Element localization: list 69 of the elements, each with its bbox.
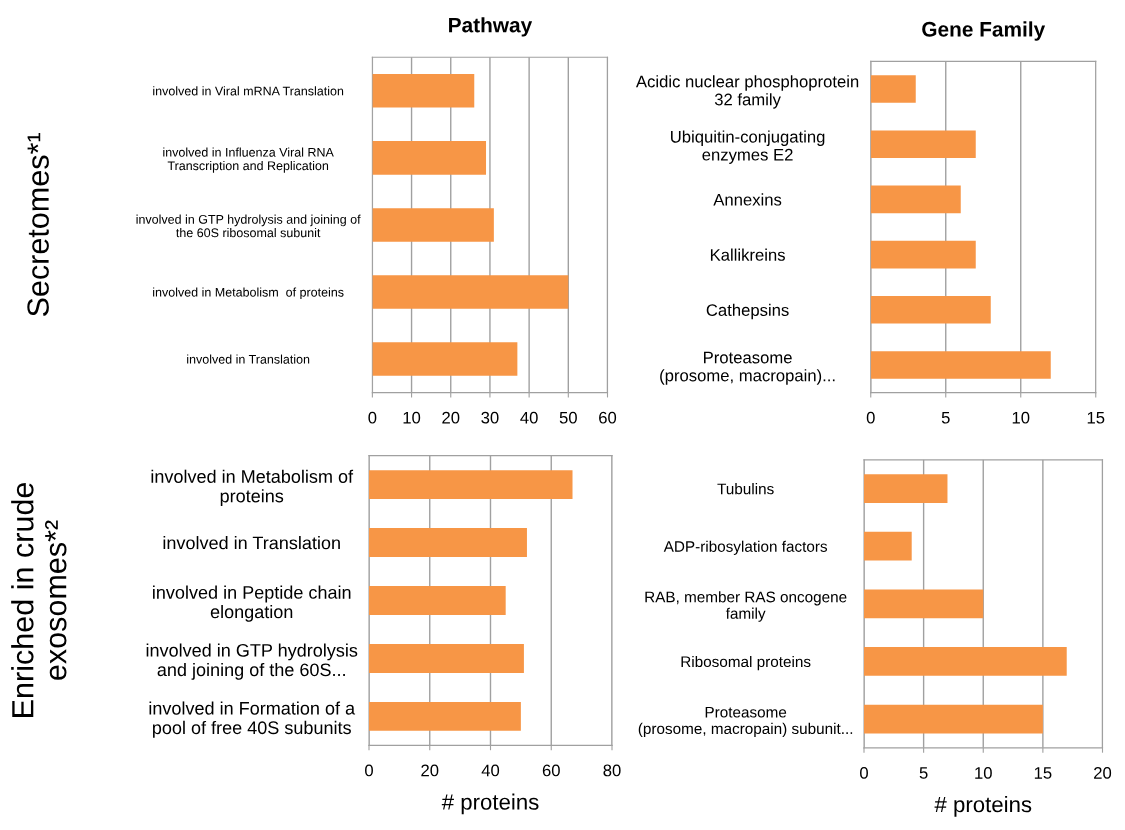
x-tick-label: 5 xyxy=(919,767,928,779)
y-axis-title: Enriched in crude exosomes*² xyxy=(11,482,67,717)
bar xyxy=(864,647,1067,676)
x-tick-label: 80 xyxy=(603,764,621,777)
y-tick-label: Proteasome (prosome, macropain) subunit... xyxy=(638,706,853,738)
y-tick-label: involved in Viral mRNA Translation xyxy=(153,86,344,96)
bar xyxy=(870,240,976,269)
x-tick-label: 0 xyxy=(368,411,377,424)
bar xyxy=(369,470,573,500)
bar xyxy=(372,141,487,175)
y-tick-label: Annexins xyxy=(713,193,782,206)
y-tick-label: Tubulins xyxy=(717,483,774,495)
bar xyxy=(372,342,518,376)
x-tick-label: 10 xyxy=(975,767,992,779)
x-tick-label: 0 xyxy=(860,767,868,779)
x-tick-label: 20 xyxy=(421,764,439,777)
bar xyxy=(864,474,948,504)
y-tick-label: Cathepsins xyxy=(706,303,789,320)
y-tick-label: ADP-ribosylation factors xyxy=(663,540,828,555)
y-tick-label: Ribosomal proteins xyxy=(681,655,811,671)
bar xyxy=(870,75,916,103)
x-axis-title: # proteins xyxy=(934,796,1032,817)
bar xyxy=(369,528,527,558)
bar xyxy=(372,208,494,242)
bar xyxy=(369,643,524,673)
bar xyxy=(864,531,912,561)
y-tick-label: involved in Influenza Viral RNA Transcription and Replication xyxy=(163,147,334,173)
bar xyxy=(372,74,475,108)
bar xyxy=(870,185,961,214)
bar xyxy=(864,589,984,619)
bar xyxy=(870,130,976,159)
x-tick-label: 10 xyxy=(403,411,421,424)
y-tick-label: involved in Formation of a pool of free 40S subunits xyxy=(149,701,356,738)
y-tick-label: Ubiquitin-conjugating enzymes E2 xyxy=(671,130,825,164)
x-tick-label: 0 xyxy=(866,411,875,424)
x-tick-label: 20 xyxy=(442,411,460,424)
chart-title: Pathway xyxy=(449,17,533,37)
x-tick-label: 15 xyxy=(1034,767,1052,779)
x-tick-label: 30 xyxy=(481,411,499,424)
x-axis-title: # proteins xyxy=(441,793,539,815)
y-tick-label: involved in Metabolism of proteins xyxy=(151,469,354,506)
chart-title: Gene Family xyxy=(922,21,1046,41)
bar xyxy=(372,275,569,309)
y-tick-label: Proteasome (prosome, macropain)... xyxy=(660,351,835,385)
bar xyxy=(870,351,1051,379)
x-tick-label: 40 xyxy=(520,411,538,424)
y-axis-title: Secretomes*¹ xyxy=(27,133,49,317)
y-tick-label: involved in GTP hydrolysis and joining of the 60S ribosomal subunit xyxy=(136,214,361,238)
bar xyxy=(864,704,1043,734)
x-tick-label: 60 xyxy=(599,411,617,424)
bar xyxy=(369,586,506,615)
x-tick-label: 60 xyxy=(542,764,560,777)
y-tick-label: Kallikreins xyxy=(710,248,785,261)
x-tick-label: 15 xyxy=(1087,411,1105,424)
y-tick-label: involved in Translation xyxy=(187,354,310,364)
y-tick-label: RAB, member RAS oncogene family xyxy=(645,591,847,622)
y-tick-label: involved in Translation xyxy=(163,536,340,550)
x-tick-label: 0 xyxy=(365,764,373,777)
y-tick-label: Acidic nuclear phosphoprotein 32 family xyxy=(635,75,859,109)
bar xyxy=(870,296,991,324)
bar xyxy=(369,701,521,731)
x-tick-label: 5 xyxy=(941,411,950,424)
x-tick-label: 20 xyxy=(1094,767,1112,779)
x-tick-label: 40 xyxy=(481,764,500,777)
x-tick-label: 10 xyxy=(1012,411,1030,424)
x-tick-label: 50 xyxy=(559,411,577,424)
y-tick-label: involved in Peptide chain elongation xyxy=(153,585,351,622)
y-tick-label: involved in GTP hydrolysis and joining of the 60S... xyxy=(146,643,358,680)
y-tick-label: involved in Metabolism of proteins xyxy=(153,287,344,300)
